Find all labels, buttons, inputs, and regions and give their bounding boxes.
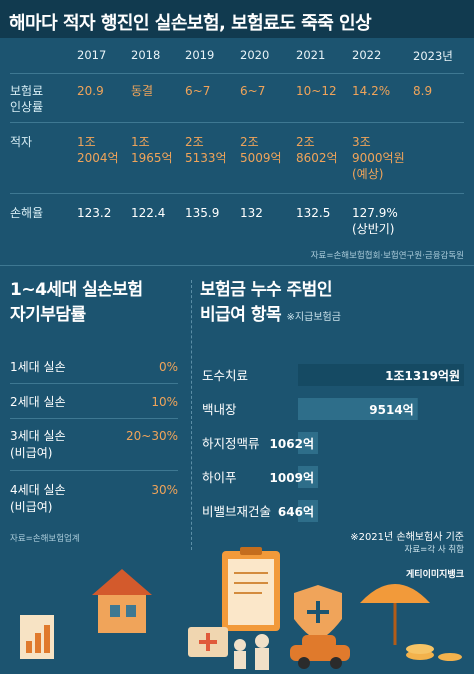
- copay-value: 20~30%: [126, 429, 178, 443]
- bar-category-label: 백내장: [202, 402, 237, 417]
- copay-value: 0%: [158, 360, 178, 374]
- umbrella-icon: [360, 584, 430, 645]
- bar-value-label: 646억: [278, 505, 314, 519]
- loss-2017: 123.2: [77, 206, 112, 220]
- loss-2018: 122.4: [131, 206, 166, 220]
- premium-2021: 10~12: [296, 84, 337, 98]
- divider: [10, 418, 178, 419]
- bar: [298, 500, 318, 522]
- left-source: 자료=손해보험업계: [10, 534, 80, 544]
- row-label-loss-ratio: 손해율: [10, 206, 44, 220]
- medical-kit-icon: [188, 627, 228, 657]
- left-title-line1: 1~4세대 실손보험: [10, 280, 143, 300]
- row-label-premium: 보험료 인상률: [10, 84, 44, 114]
- chart-footnote: ※2021년 손해보험사 기준: [350, 532, 464, 543]
- premium-2019: 6~7: [185, 84, 211, 98]
- section-divider: [0, 265, 474, 266]
- year-2021: 2021: [296, 48, 326, 62]
- premium-2020: 6~7: [240, 84, 266, 98]
- copay-value: 10%: [151, 395, 178, 409]
- bar: [298, 398, 418, 420]
- bar-category-label: 비밸브재건술: [202, 504, 271, 519]
- loss-2020: 132: [240, 206, 263, 220]
- bar-value-label: 9514억: [369, 403, 413, 417]
- chart-title: 보험금 누수 주범인 비급여 항목 ※지급보험금: [200, 278, 341, 330]
- bar-value-label: 1조1319억원: [385, 369, 460, 383]
- divider: [10, 383, 178, 384]
- year-2018: 2018: [131, 48, 161, 62]
- deficit-2018: 1조 1965억: [131, 135, 173, 165]
- deficit-2017: 1조 2004억: [77, 135, 119, 165]
- bar-category-label: 하이푸: [202, 470, 237, 485]
- premium-2022: 14.2%: [352, 84, 391, 98]
- loss-2022: 127.9% (상반기): [352, 206, 398, 236]
- copay-label: 4세대 실손 (비급여): [10, 483, 66, 514]
- family-icon: [234, 634, 269, 670]
- deficit-2019: 2조 5133억: [185, 135, 227, 165]
- bar-category-label: 하지정맥류: [202, 436, 260, 451]
- bar-category-label: 도수치료: [202, 368, 248, 383]
- year-2020: 2020: [240, 48, 270, 62]
- year-header-row: 2017 2018 2019 2020 2021 2022 2023년: [0, 48, 474, 70]
- chart-title-line1: 보험금 누수 주범인: [200, 280, 332, 300]
- insurance-illustration: [20, 547, 462, 670]
- deficit-2020: 2조 5009억: [240, 135, 282, 165]
- loss-2019: 135.9: [185, 206, 220, 220]
- loss-2021: 132.5: [296, 206, 331, 220]
- table-source: 자료=손해보험협회·보험연구원·금융감독원: [310, 251, 464, 261]
- car-icon: [290, 635, 350, 669]
- divider: [10, 193, 464, 194]
- page-title: 해마다 적자 행진인 실손보험, 보험료도 죽죽 인상: [0, 0, 474, 38]
- left-title-line2: 자기부담률: [10, 305, 86, 325]
- image-credit: 게티이미지뱅크: [406, 570, 464, 580]
- bar: [298, 432, 318, 454]
- year-2019: 2019: [185, 48, 215, 62]
- shield-icon: [294, 585, 342, 641]
- year-2023: 2023년: [413, 49, 453, 63]
- copay-label: 1세대 실손: [10, 360, 66, 374]
- premium-2017: 20.9: [77, 84, 104, 98]
- divider: [10, 122, 464, 123]
- row-label-deficit: 적자: [10, 135, 33, 149]
- panel-divider: [191, 280, 192, 550]
- bar: [298, 364, 464, 386]
- left-panel-title: 1~4세대 실손보험 자기부담률: [10, 278, 143, 328]
- chart-source: 자료=각 사 취합: [404, 545, 464, 555]
- divider: [10, 470, 178, 471]
- deficit-2021: 2조 8602억: [296, 135, 338, 165]
- chart-title-line2: 비급여 항목 ※지급보험금: [200, 305, 341, 325]
- coins-icon: [406, 644, 462, 661]
- bar-value-label: 1009억: [270, 471, 314, 485]
- bar-value-label: 1062억: [270, 437, 314, 451]
- deficit-2022: 3조 9000억원 (예상): [352, 135, 405, 181]
- divider: [10, 73, 464, 74]
- year-2022: 2022: [352, 48, 382, 62]
- document-chart-icon: [20, 615, 54, 659]
- clipboard-icon: [222, 547, 280, 631]
- premium-2023: 8.9: [413, 84, 433, 98]
- bar: [298, 466, 318, 488]
- chart-note: ※지급보험금: [286, 312, 341, 323]
- copay-label: 2세대 실손: [10, 395, 66, 409]
- premium-2018: 동결: [131, 84, 154, 98]
- copay-value: 30%: [151, 483, 178, 497]
- year-2017: 2017: [77, 48, 107, 62]
- house-icon: [92, 569, 152, 633]
- copay-label: 3세대 실손 (비급여): [10, 429, 66, 460]
